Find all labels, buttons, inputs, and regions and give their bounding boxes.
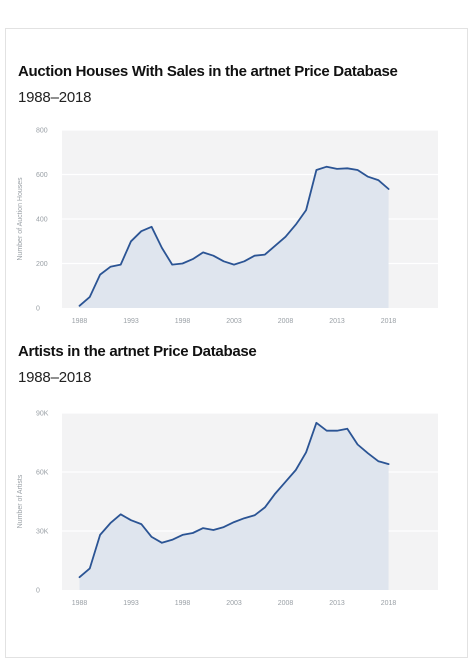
x-tick-label: 2013 <box>329 318 345 325</box>
chart-2-title: Artists in the artnet Price Database <box>18 343 257 360</box>
x-tick-label: 1998 <box>175 318 191 325</box>
x-tick-label: 2008 <box>278 600 294 607</box>
x-tick-label: 2003 <box>226 600 242 607</box>
x-tick-label: 2008 <box>278 318 294 325</box>
chart-artists: 0 30K 60K 90K 1988 1993 1998 2003 2008 2013 2018 Nu… <box>17 411 438 607</box>
x-tick-label: 2013 <box>329 600 345 607</box>
y-tick-label: 200 <box>36 261 48 268</box>
chart-2-subtitle: 1988–2018 <box>18 369 92 386</box>
y-tick-label: 0 <box>36 588 40 595</box>
chart-auction-houses: 0 200 400 600 800 1988 1993 1998 2003 2008 2013 201… <box>17 128 438 325</box>
y-tick-label: 800 <box>36 128 48 135</box>
x-tick-label: 1998 <box>175 600 191 607</box>
x-tick-label: 2018 <box>381 318 397 325</box>
x-tick-label: 2003 <box>226 318 242 325</box>
y-tick-label: 0 <box>36 306 40 313</box>
x-tick-label: 1993 <box>123 600 139 607</box>
y-axis-label: Number of Auction Houses <box>17 177 24 261</box>
series-area <box>79 422 389 590</box>
chart-1-title: Auction Houses With Sales in the artnet … <box>18 63 398 80</box>
y-axis-label: Number of Artists <box>17 474 24 528</box>
y-tick-label: 400 <box>36 217 48 224</box>
content-frame <box>5 28 468 658</box>
x-tick-label: 1988 <box>72 600 88 607</box>
x-tick-label: 1993 <box>123 318 139 325</box>
y-tick-label: 600 <box>36 172 48 179</box>
x-tick-label: 2018 <box>381 600 397 607</box>
chart-1-subtitle: 1988–2018 <box>18 89 92 106</box>
y-tick-label: 60K <box>36 470 49 477</box>
y-tick-label: 30K <box>36 529 49 536</box>
series-area <box>79 166 389 308</box>
y-tick-label: 90K <box>36 411 49 418</box>
x-tick-label: 1988 <box>72 318 88 325</box>
